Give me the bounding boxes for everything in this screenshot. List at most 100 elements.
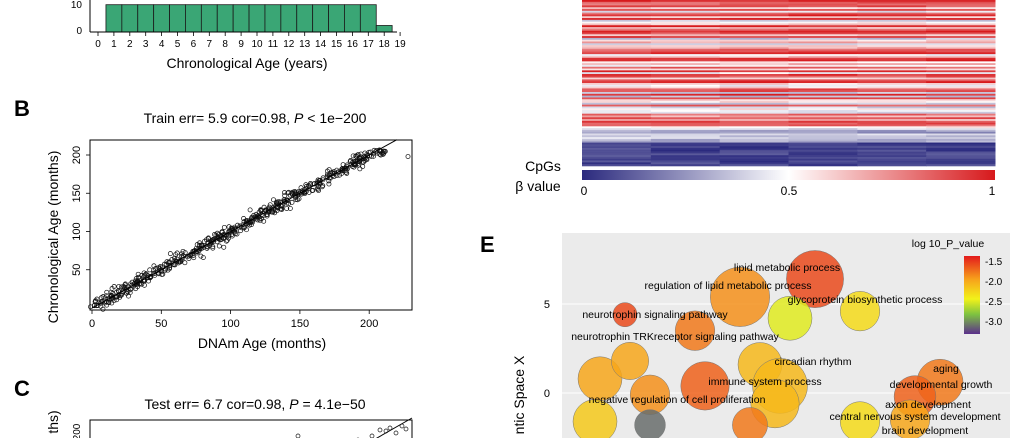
scatter-point	[377, 151, 383, 157]
scatter-point	[381, 148, 387, 154]
heatmap-cell	[582, 64, 652, 68]
heatmap-cell	[650, 48, 721, 51]
heatmap-cell	[582, 137, 652, 140]
heatmap-cell	[582, 102, 652, 105]
scatter-point	[284, 206, 290, 212]
heatmap-cell	[926, 43, 996, 46]
scatter-point	[393, 430, 399, 436]
heatmap-cell	[788, 23, 858, 26]
heatmap-cell	[650, 36, 721, 39]
go-term-bubble	[786, 250, 844, 308]
histogram-bar	[359, 4, 377, 33]
heatmap-cell	[719, 111, 789, 114]
heatmap-cell	[650, 88, 721, 91]
heatmap-cell	[926, 63, 996, 66]
heatmap-cell	[650, 43, 721, 46]
heatmap-cell	[650, 63, 721, 66]
x-tick-label: 19	[395, 39, 407, 50]
panel-d: CpGs β value 0 0.5 1	[515, 0, 996, 198]
heatmap-cell	[582, 21, 652, 24]
heatmap-cell	[719, 41, 789, 44]
heatmap-cell	[857, 28, 927, 31]
heatmap-cell	[719, 120, 789, 123]
heatmap-cell	[582, 52, 652, 55]
heatmap-cell	[719, 43, 789, 46]
heatmap-cell	[582, 75, 652, 78]
scatter-point	[279, 203, 285, 209]
x-tick-label: 5	[175, 39, 181, 50]
heatmap-cell	[650, 99, 721, 102]
heatmap-cell	[582, 133, 652, 136]
scatter-point	[182, 260, 188, 266]
heatmap-cell	[650, 75, 721, 78]
heatmap-cell	[650, 97, 721, 100]
heatmap-cell	[788, 63, 858, 66]
panel-d-heatmap	[582, 0, 996, 167]
legend-title: log 10_P_value	[912, 238, 985, 250]
panel-b-plot-frame	[89, 139, 413, 311]
heatmap-cell	[582, 93, 652, 96]
heatmap-cell	[582, 9, 652, 12]
heatmap-cell	[857, 101, 927, 104]
x-tick-label: 14	[315, 39, 327, 50]
heatmap-cell	[926, 59, 996, 62]
heatmap-cell	[719, 158, 789, 161]
heatmap-cell	[926, 32, 996, 35]
heatmap-cell	[650, 122, 721, 125]
heatmap-cell	[857, 151, 927, 154]
heatmap-cell	[582, 18, 652, 21]
panel-d-scale-tick-05: 0.5	[781, 184, 798, 198]
heatmap-cell	[650, 81, 721, 84]
heatmap-cell	[650, 104, 721, 107]
heatmap-cell	[788, 164, 858, 167]
heatmap-cell	[582, 5, 652, 8]
heatmap-cell	[719, 86, 789, 89]
heatmap-cell	[719, 63, 789, 66]
heatmap-cell	[788, 88, 858, 91]
heatmap-cell	[926, 129, 996, 133]
scatter-point	[100, 306, 106, 312]
scatter-point	[348, 158, 354, 163]
heatmap-cell	[582, 77, 652, 80]
heatmap-cell	[788, 142, 858, 145]
heatmap-cell	[582, 131, 652, 134]
heatmap-cell	[926, 128, 996, 131]
heatmap-cell	[788, 97, 858, 100]
panel-a: 10 0 0 1 2 3 4 5 6 7 8 9 10 11 12 13 14 15 16 17 18 19 Chro…	[71, 0, 406, 71]
histogram-bar	[200, 4, 218, 33]
heatmap-cell	[582, 92, 652, 95]
heatmap-cell	[857, 153, 927, 156]
heatmap-cell	[650, 79, 721, 82]
heatmap-cell	[650, 70, 721, 73]
heatmap-cell	[857, 133, 927, 136]
heatmap-cell	[719, 50, 789, 53]
heatmap-cell	[926, 64, 996, 68]
heatmap-cell	[582, 153, 652, 156]
heatmap-cell	[788, 120, 858, 123]
heatmap-cell	[650, 120, 721, 123]
heatmap-cell	[650, 41, 721, 44]
legend-tick: -2.5	[985, 297, 1003, 308]
panel-d-colorbar	[582, 170, 995, 180]
panel-c-fit-line	[375, 417, 413, 438]
heatmap-cell	[788, 133, 858, 136]
heatmap-cell	[719, 57, 789, 60]
scatter-point	[355, 152, 361, 158]
heatmap-cell	[719, 146, 789, 149]
heatmap-cell	[719, 137, 789, 140]
heatmap-cell	[582, 108, 652, 111]
scatter-point	[271, 197, 276, 203]
heatmap-cell	[857, 124, 927, 127]
panel-e-letter: E	[480, 232, 495, 257]
heatmap-cell	[926, 75, 996, 78]
heatmap-cell	[582, 126, 652, 129]
heatmap-cell	[719, 147, 789, 151]
heatmap-cell	[857, 7, 927, 10]
x-tick-label: 3	[143, 39, 149, 50]
heatmap-cell	[926, 164, 996, 167]
term-label: brain development	[882, 425, 968, 437]
heatmap-cell	[926, 79, 996, 82]
heatmap-cell	[788, 111, 858, 114]
heatmap-cell	[857, 36, 927, 39]
heatmap-cell	[650, 158, 721, 161]
